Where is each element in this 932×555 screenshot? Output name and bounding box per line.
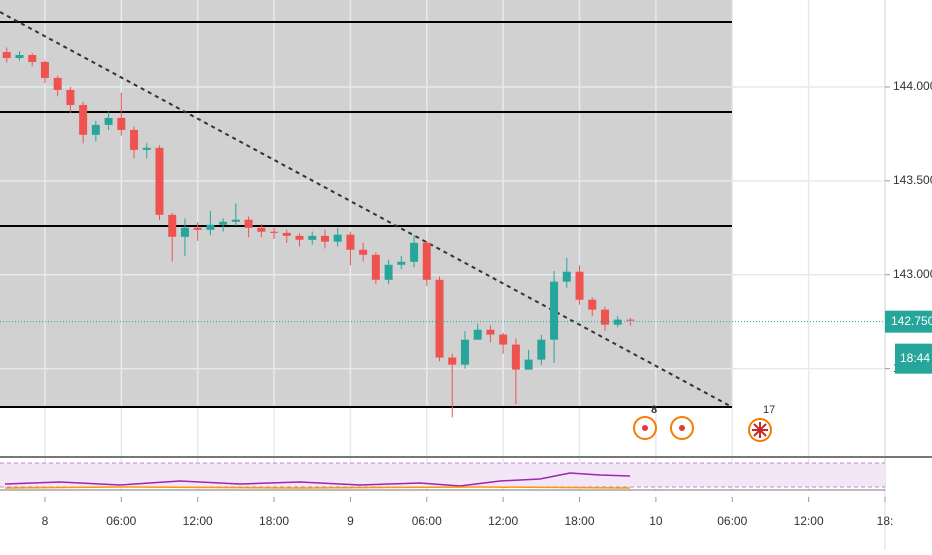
candle-body: [79, 104, 88, 135]
x-tick-label: 06:00: [717, 514, 747, 528]
candle-body: [142, 147, 151, 150]
candle-body: [511, 344, 520, 370]
candle-body: [486, 329, 495, 335]
candle-body: [524, 359, 533, 370]
candle-body: [168, 214, 177, 237]
candle-body: [626, 319, 635, 321]
x-tick-label: 8: [42, 514, 49, 528]
time-label: 18:44: [900, 351, 930, 365]
y-tick-label: 144.000: [893, 79, 932, 93]
x-tick-label: 18:: [877, 514, 894, 528]
candle-body: [333, 234, 342, 242]
candle-body: [270, 231, 279, 233]
candle-body: [550, 281, 559, 340]
shaded-zone: [0, 0, 732, 407]
candle-body: [371, 254, 380, 280]
candle-body: [219, 221, 228, 225]
event-count: 8: [651, 404, 657, 416]
trend-line: [0, 11, 733, 408]
candle-body: [117, 117, 126, 130]
candle-body: [206, 224, 215, 230]
candle-body: [244, 219, 253, 228]
candle-body: [53, 77, 62, 90]
y-tick-label: 143.000: [893, 267, 932, 281]
candle-body: [308, 235, 317, 240]
candle-body: [193, 227, 202, 230]
candle-body: [320, 235, 329, 242]
candle-body: [15, 55, 24, 59]
x-tick-label: 06:00: [106, 514, 136, 528]
x-tick-label: 10: [649, 514, 663, 528]
candle-body: [130, 129, 139, 150]
event-icon[interactable]: [670, 416, 694, 440]
candle-body: [588, 299, 597, 310]
candle-body: [104, 117, 113, 125]
candle-body: [257, 227, 266, 232]
candle-body: [435, 279, 444, 358]
candle-body: [448, 357, 457, 365]
candle-body: [180, 227, 189, 237]
candle-body: [537, 339, 546, 360]
candle-body: [410, 242, 419, 262]
candle-body: [346, 234, 355, 250]
indicator-line: [4, 472, 631, 487]
candle-body: [422, 242, 431, 280]
candle-body: [473, 329, 482, 340]
event-count: 17: [763, 404, 775, 416]
candle-body: [359, 249, 368, 255]
last-price-box: [885, 310, 932, 333]
candle-body: [2, 52, 11, 59]
candle-body: [499, 334, 508, 345]
x-tick-label: 12:00: [794, 514, 824, 528]
candle-body: [397, 261, 406, 265]
indicator-signal: [4, 486, 631, 489]
x-tick-label: 06:00: [412, 514, 442, 528]
x-tick-label: 12:00: [183, 514, 213, 528]
time-box: [895, 343, 932, 374]
x-tick-label: 18:00: [565, 514, 595, 528]
candle-body: [282, 232, 291, 236]
candle-body: [28, 55, 37, 62]
candle-body: [155, 147, 164, 215]
x-tick-label: 12:00: [488, 514, 518, 528]
candle-body: [562, 271, 571, 282]
candle-body: [575, 271, 584, 300]
x-tick-label: 9: [347, 514, 354, 528]
candle-body: [613, 319, 622, 325]
candle-body: [600, 309, 609, 325]
candle-body: [40, 61, 49, 78]
y-tick-label: 143.500: [893, 173, 932, 187]
candle-body: [66, 89, 75, 105]
event-icon[interactable]: [633, 416, 657, 440]
x-tick-label: 18:00: [259, 514, 289, 528]
candle-body: [295, 235, 304, 240]
candle-body: [91, 124, 100, 135]
event-icon[interactable]: [748, 418, 772, 442]
candle-body: [231, 219, 240, 222]
last-price-label: 142.750: [891, 314, 932, 328]
candle-body: [384, 264, 393, 280]
candle-body: [460, 339, 469, 365]
